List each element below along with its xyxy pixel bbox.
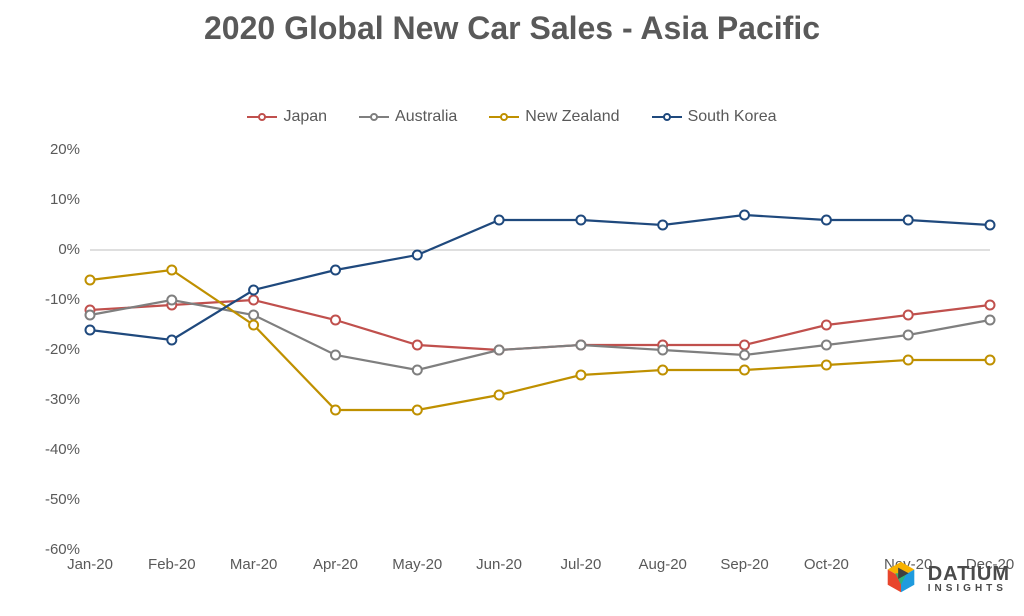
legend-swatch — [247, 111, 277, 123]
y-tick-label: -20% — [45, 341, 80, 359]
chart-container: { "chart": { "type": "line", "title": "2… — [0, 0, 1024, 616]
legend-label: South Korea — [688, 108, 777, 126]
legend-item-australia: Australia — [359, 108, 457, 126]
legend-label: Australia — [395, 108, 457, 126]
logo-mark-icon — [882, 560, 920, 598]
y-tick-label: 10% — [50, 191, 80, 209]
y-tick-label: -30% — [45, 391, 80, 409]
legend-swatch — [359, 111, 389, 123]
logo-name: DATIUM — [928, 564, 1010, 584]
logo-text: DATIUM INSIGHTS — [928, 564, 1010, 594]
chart-title: 2020 Global New Car Sales - Asia Pacific — [0, 10, 1024, 47]
legend-swatch — [652, 111, 682, 123]
legend-item-new-zealand: New Zealand — [489, 108, 619, 126]
legend-label: Japan — [283, 108, 327, 126]
legend-label: New Zealand — [525, 108, 619, 126]
brand-logo: DATIUM INSIGHTS — [882, 560, 1010, 598]
legend-item-south-korea: South Korea — [652, 108, 777, 126]
legend-swatch — [489, 111, 519, 123]
logo-subtitle: INSIGHTS — [928, 584, 1010, 594]
y-axis: 20%10%0%-10%-20%-30%-40%-50%-60% — [0, 150, 80, 550]
legend-item-japan: Japan — [247, 108, 327, 126]
plot-area — [90, 150, 990, 550]
y-tick-label: -50% — [45, 491, 80, 509]
legend: Japan Australia New Zealand South Korea — [0, 108, 1024, 126]
y-tick-label: -10% — [45, 291, 80, 309]
y-tick-label: 20% — [50, 141, 80, 159]
y-tick-label: 0% — [58, 241, 80, 259]
y-tick-label: -40% — [45, 441, 80, 459]
